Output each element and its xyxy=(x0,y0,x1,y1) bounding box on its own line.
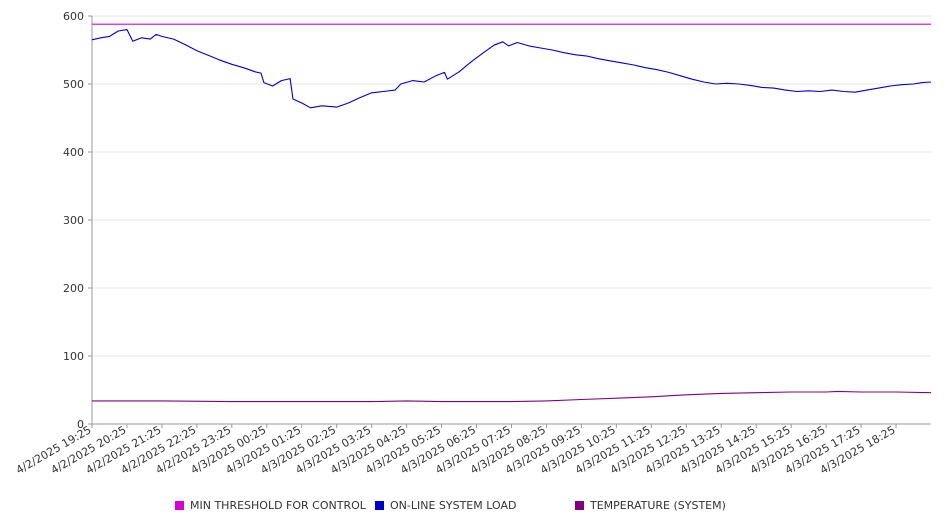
legend-label-system-load: ON-LINE SYSTEM LOAD xyxy=(390,499,517,512)
axes xyxy=(91,16,931,425)
y-tick-label-300: 300 xyxy=(63,214,84,227)
y-tick-label-400: 400 xyxy=(63,146,84,159)
grid-lines xyxy=(92,15,931,357)
series-lines xyxy=(91,23,932,403)
legend-item-temperature[interactable]: TEMPERATURE (SYSTEM) xyxy=(575,499,726,512)
legend: MIN THRESHOLD FOR CONTROL ON-LINE SYSTEM… xyxy=(0,499,946,513)
y-tick-label-200: 200 xyxy=(63,282,84,295)
legend-item-min-threshold[interactable]: MIN THRESHOLD FOR CONTROL xyxy=(175,499,366,512)
legend-item-system-load[interactable]: ON-LINE SYSTEM LOAD xyxy=(375,499,516,512)
x-axis-ticks: 4/2/2025 19:254/2/2025 20:254/2/2025 21:… xyxy=(14,423,898,477)
series-temperature-line xyxy=(92,390,932,403)
y-axis-ticks: 0 100 200 300 400 500 600 xyxy=(63,10,92,431)
legend-label-min-threshold: MIN THRESHOLD FOR CONTROL xyxy=(190,499,366,512)
legend-swatch-min-threshold xyxy=(175,501,184,510)
y-tick-label-100: 100 xyxy=(63,350,84,363)
y-tick-label-0: 0 xyxy=(77,418,84,431)
series-system-load-line xyxy=(91,29,932,109)
legend-label-temperature: TEMPERATURE (SYSTEM) xyxy=(590,499,726,512)
y-tick-label-500: 500 xyxy=(63,78,84,91)
y-tick-label-600: 600 xyxy=(63,10,84,23)
legend-swatch-system-load xyxy=(375,501,384,510)
legend-swatch-temperature xyxy=(575,501,584,510)
